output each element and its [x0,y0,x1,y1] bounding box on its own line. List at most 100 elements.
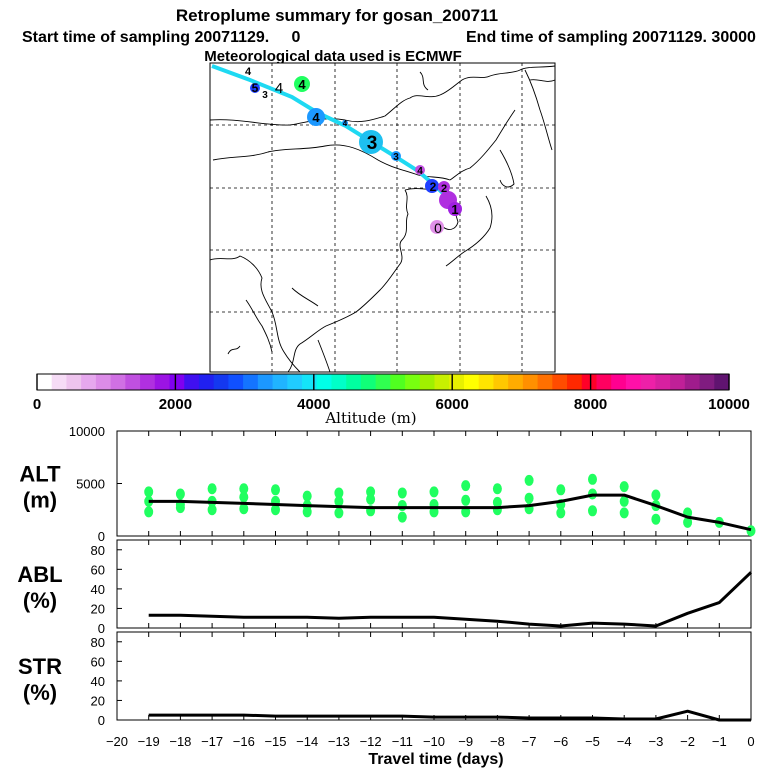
colorbar-cell [213,374,230,390]
y-tick-label: 40 [91,674,105,689]
colorbar-ticks: 0 2000 4000 6000 8000 10000 [33,374,750,413]
met-data-text: Meteorological data used is ECMWF [204,48,462,65]
y-tick-label: 10000 [69,424,105,439]
colorbar-cell [493,374,509,390]
colorbar-cell [478,374,495,390]
colorbar-cell [169,374,185,390]
series-line [148,493,752,532]
colorbar-cell [37,374,53,390]
colorbar-cell [346,374,362,390]
colorbar-cell [508,374,524,390]
abl-panel: 0 20 40 60 80 ABL(%) [17,539,753,636]
plume-day-label: 4 [245,66,252,78]
scatter-point [524,474,534,486]
colorbar-cell [154,374,171,390]
scatter-point [461,480,471,492]
colorbar-cell [522,374,539,390]
x-tick-label: −12 [360,734,382,749]
colorbar-cell [449,374,465,390]
colorbar-tick-label: 8000 [574,396,607,413]
scatter-point [397,500,407,512]
scatter-point [175,488,185,500]
colorbar-cell [699,374,715,390]
x-tick-label: −13 [328,734,350,749]
colorbar-cell [331,374,347,390]
scatter-point [588,473,597,485]
x-tick-label: 0 [747,734,754,749]
scatter-point [144,506,154,518]
plume-day-label: 1 [451,202,458,217]
x-tick-label: −3 [648,734,663,749]
scatter-point [302,490,312,502]
colorbar-cell [198,374,215,390]
colorbar-cell [596,374,612,390]
colorbar-cell [390,374,406,390]
colorbar-cell [611,374,627,390]
scatter-point [271,504,280,516]
colorbar-cell [95,374,112,390]
plume-day-label: 3 [367,133,378,154]
scatter-point [429,486,439,498]
panel-yunit: (%) [23,680,57,705]
colorbar-cell [316,374,333,390]
scatter-point [461,494,471,506]
colorbar-cell [581,374,598,390]
plume-marker [307,108,325,126]
panel-yunit: (%) [23,588,57,613]
y-tick-label: 0 [98,529,105,544]
colorbar-cell [272,374,288,390]
colorbar-tick-label: 6000 [436,396,469,413]
plume-marker [415,165,425,175]
figure-title: Retroplume summary for gosan_200711 [176,6,498,25]
scatter-point [556,484,566,496]
colorbar-tick-label: 4000 [297,396,330,413]
colorbar-cell [684,374,701,390]
scatter-point [175,502,185,514]
plume-day-label: 2 [441,183,447,195]
colorbar-cell [714,374,730,390]
x-tick-label: −6 [553,734,568,749]
colorbar-cell [257,374,274,390]
plume-day-label: 3 [262,90,268,101]
colorbar-cell [110,374,126,390]
scatter-point [619,507,629,519]
y-tick-label: 40 [91,582,105,597]
colorbar-tick-label: 0 [33,396,41,413]
panel-ylabel: ALT [19,462,61,487]
series-line [148,571,753,628]
colorbar-cell [125,374,141,390]
x-tick-label: −14 [296,734,318,749]
scatter-point [492,483,502,495]
x-tick-label: −17 [201,734,223,749]
colorbar-cell [184,374,200,390]
x-tick-label: −5 [585,734,600,749]
plume-marker [448,202,462,216]
y-tick-label: 80 [91,635,105,650]
end-time-text: End time of sampling 20071129. 30000 [466,29,756,46]
plume-marker [359,130,383,154]
x-tick-label: −19 [138,734,160,749]
colorbar-cell [552,374,568,390]
colorbar-cell [287,374,303,390]
plume-day-label: 4 [275,80,283,97]
colorbar-cells [37,374,730,390]
plume-day-label: 4 [298,77,306,92]
scatter-point [271,484,280,496]
colorbar-cell [51,374,68,390]
y-tick-label: 0 [98,621,105,636]
scatter-point [302,506,312,518]
plume-day-label: 5 [252,81,259,95]
panel-ylabel: ABL [17,562,62,587]
scatter-point [239,503,249,515]
scatter-point [334,495,344,507]
x-tick-label: −2 [680,734,695,749]
y-tick-label: 20 [91,693,105,708]
y-tick-label: 20 [91,601,105,616]
y-tick-label: 5000 [76,477,105,492]
plume-marker [438,181,450,193]
x-tick-label: −15 [264,734,286,749]
scatter-point [619,495,629,507]
colorbar-label: Altitude (m) [324,409,416,427]
colorbar-cell [228,374,244,390]
x-tick-label: −16 [233,734,255,749]
